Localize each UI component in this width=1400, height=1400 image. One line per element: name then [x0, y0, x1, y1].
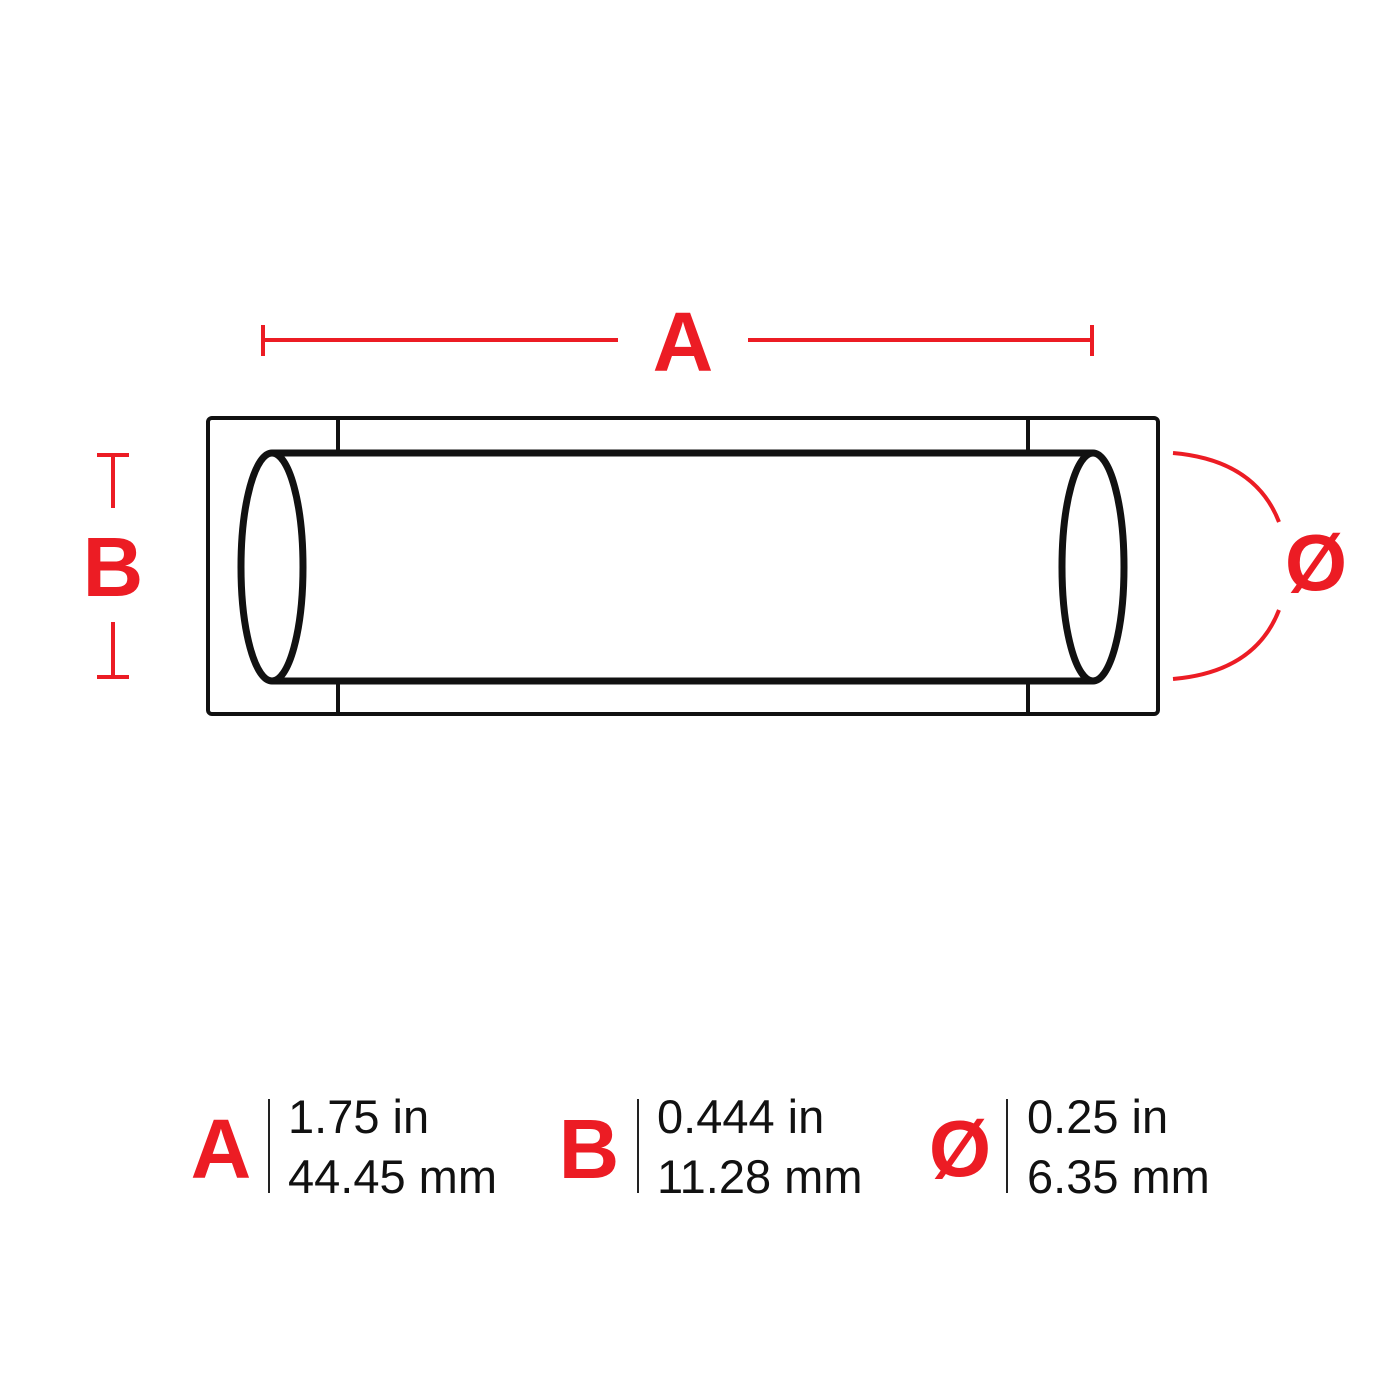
spec-diameter-imperial: 0.25 in — [1027, 1090, 1168, 1143]
spec-a-imperial: 1.75 in — [288, 1090, 429, 1143]
spec-item-b: B 0.444 in 11.28 mm — [559, 1090, 863, 1203]
dimension-a-indicator — [261, 325, 1094, 356]
tube-left-end — [237, 449, 307, 685]
tube-sleeve — [237, 449, 1128, 685]
dimension-a-label: A — [653, 295, 714, 389]
dimension-b-label: B — [83, 520, 144, 614]
diameter-indicator — [1172, 451, 1281, 681]
label-carrier — [206, 416, 1160, 716]
spec-b-imperial: 0.444 in — [657, 1090, 824, 1143]
spec-a-letter: A — [191, 1102, 252, 1196]
spec-b-letter: B — [559, 1102, 620, 1196]
spec-b-metric: 11.28 mm — [657, 1150, 863, 1203]
spec-item-diameter: Ø 0.25 in 6.35 mm — [929, 1090, 1210, 1203]
spec-diameter-letter: Ø — [929, 1104, 991, 1193]
diameter-label: Ø — [1285, 518, 1347, 607]
spec-diameter-metric: 6.35 mm — [1027, 1150, 1210, 1203]
diameter-upper-arc — [1172, 451, 1281, 523]
dimension-b-indicator — [97, 453, 129, 679]
spec-item-a: A 1.75 in 44.45 mm — [191, 1090, 497, 1203]
carrier-outline — [206, 416, 1160, 716]
tube-right-end — [1058, 449, 1128, 685]
spec-a-metric: 44.45 mm — [288, 1150, 497, 1203]
spec-legend: A 1.75 in 44.45 mm B 0.444 in 11.28 mm Ø… — [191, 1090, 1210, 1203]
diameter-lower-arc — [1172, 609, 1281, 681]
